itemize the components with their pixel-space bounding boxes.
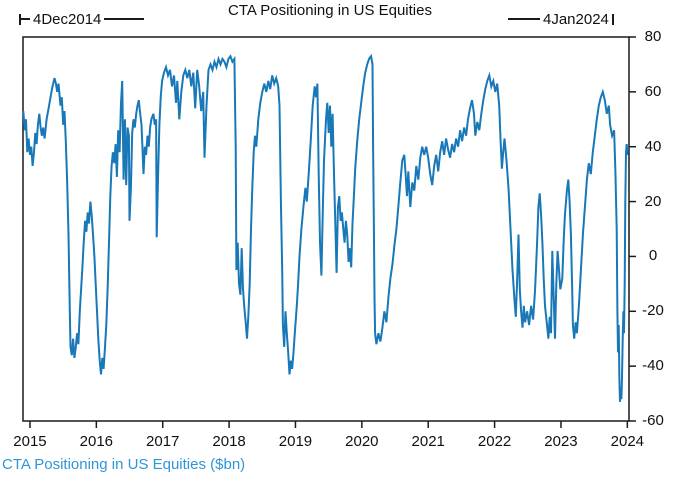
annotation-line [508,18,540,20]
y-tick-label: 80 [644,28,662,45]
start-date-label: 4Dec2014 [33,10,102,28]
y-tick-label: 60 [644,82,662,100]
data-line [22,53,629,402]
x-tick-label: 2017 [146,433,180,450]
x-tick-label: 2015 [13,433,47,450]
x-tick-label: 2018 [212,433,246,450]
x-tick-label: 2020 [345,433,379,450]
y-tick-label: -20 [642,302,664,320]
x-tick-label: 2023 [544,433,578,450]
x-tick-label: 2024 [610,433,645,450]
end-date-annotation: 4Jan2024 [508,10,614,28]
y-tick-label: -60 [642,412,664,429]
left-bracket-tick-icon [19,13,21,25]
start-date-annotation: 4Dec2014 [19,10,145,28]
series-caption: CTA Positioning in US Equities ($bn) [2,456,246,473]
chart-title: CTA Positioning in US Equities [228,2,432,19]
end-date-label: 4Jan2024 [543,10,609,28]
x-tick-label: 2019 [278,433,313,450]
x-tick-label: 2022 [477,433,512,450]
y-tick-label: -40 [642,357,664,375]
x-tick-label: 2016 [79,433,114,450]
annotation-line [104,18,145,20]
x-tick-label: 2021 [411,433,445,450]
y-tick-label: 0 [648,247,658,265]
right-bracket-tick-icon [611,13,614,25]
annotation-line [21,18,30,20]
y-tick-label: 20 [644,192,662,210]
y-tick-label: 40 [644,137,662,155]
